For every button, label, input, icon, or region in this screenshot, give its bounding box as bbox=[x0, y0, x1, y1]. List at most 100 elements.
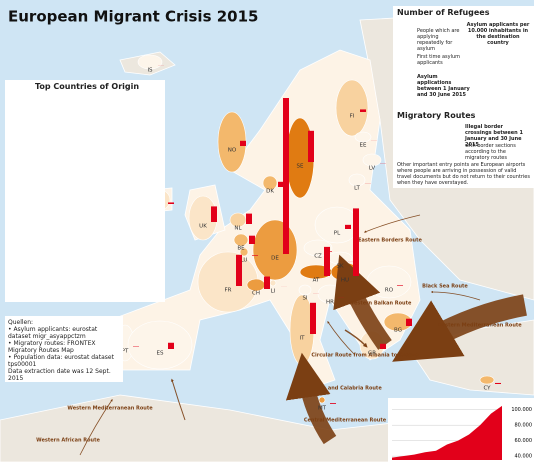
origin-panel: Top Countries of Origin bbox=[5, 80, 165, 302]
country-area bbox=[298, 284, 312, 296]
inset-area bbox=[392, 405, 502, 460]
country-code: SE bbox=[297, 164, 304, 170]
country-code: FI bbox=[350, 114, 355, 120]
route-arrow bbox=[344, 329, 368, 348]
country-code: EE bbox=[360, 143, 367, 149]
legend-text: Asylum applications between 1 January an… bbox=[417, 74, 470, 98]
title: European Migrant Crisis 2015 bbox=[8, 8, 258, 26]
country-code: ES bbox=[157, 351, 164, 357]
country-bar bbox=[236, 254, 242, 286]
country-bar bbox=[353, 208, 359, 276]
legend-text: People which are applying repeatedly for… bbox=[417, 28, 460, 52]
country-code: BE bbox=[237, 246, 245, 252]
route-label: Western African Route bbox=[36, 438, 100, 444]
country-code: LI bbox=[271, 289, 276, 295]
country-bar bbox=[249, 235, 255, 244]
inset-tick-label: 60.000 bbox=[515, 438, 533, 444]
route-label: Central Mediterranean Route bbox=[304, 418, 387, 424]
country-bar bbox=[310, 302, 316, 334]
country-area bbox=[314, 206, 360, 244]
route-label: Eastern Mediterranean Route bbox=[438, 323, 522, 329]
source-item: • Population data: eurostat dataset tps0… bbox=[8, 354, 114, 368]
country-code: BG bbox=[394, 328, 402, 334]
country-code: LV bbox=[369, 166, 375, 172]
country-code: IT bbox=[300, 336, 306, 342]
routes-desc: Illegal border crossings between 1 Janua… bbox=[465, 124, 523, 148]
country-area bbox=[252, 219, 298, 281]
route-label: Apulia and Calabria Route bbox=[308, 386, 382, 392]
country-code: LU bbox=[241, 258, 248, 264]
country-bar bbox=[380, 343, 386, 349]
country-code: NO bbox=[228, 148, 237, 154]
country-area bbox=[348, 173, 366, 187]
sources-heading: Quellen: bbox=[8, 319, 34, 326]
source-item: • Asylum applicants: eurostat dataset mi… bbox=[8, 326, 98, 340]
country-area bbox=[262, 175, 278, 191]
country-bar bbox=[168, 342, 174, 349]
country-code: PT bbox=[122, 349, 129, 355]
country-area bbox=[354, 131, 372, 143]
country-area bbox=[362, 153, 382, 167]
country-area bbox=[246, 278, 266, 292]
routes-sections: with border sections according to the mi… bbox=[465, 143, 516, 161]
country-code: CZ bbox=[314, 254, 322, 260]
route-label: Circular Route from Albania to Greece bbox=[311, 353, 419, 359]
sources: Quellen: • Asylum applicants: eurostat d… bbox=[8, 319, 120, 382]
route-arrow bbox=[170, 378, 186, 421]
country-code: GR bbox=[368, 351, 376, 357]
country-bar bbox=[308, 130, 314, 162]
country-code: CH bbox=[252, 291, 260, 297]
inset-tick-label: 80.000 bbox=[515, 423, 533, 429]
route-arrow bbox=[327, 321, 356, 356]
airport-note: Other important entry points are Europea… bbox=[397, 162, 530, 186]
country-area bbox=[327, 251, 353, 265]
country-area bbox=[239, 247, 249, 257]
country-bar bbox=[246, 213, 252, 224]
country-code: PL bbox=[334, 231, 341, 237]
country-area bbox=[318, 396, 326, 404]
country-area bbox=[335, 79, 369, 137]
country-code: LT bbox=[354, 186, 360, 192]
country-code: DK bbox=[266, 189, 274, 195]
country-code: SI bbox=[302, 296, 307, 302]
origin-title: Top Countries of Origin bbox=[35, 82, 140, 91]
route-arrow bbox=[333, 254, 392, 350]
sources-panel: Quellen: • Asylum applicants: eurostat d… bbox=[5, 316, 123, 382]
country-bar bbox=[252, 255, 258, 256]
routes-legend: Migratory Routes Illegal border crossing… bbox=[393, 110, 534, 188]
country-bar bbox=[495, 382, 501, 384]
country-code: MT bbox=[318, 406, 327, 412]
country-bar bbox=[278, 181, 284, 187]
inset-tick-label: 40.000 bbox=[515, 454, 533, 460]
source-item: • Migratory routes: FRONTEX Migratory Ro… bbox=[8, 340, 96, 354]
country-code: RO bbox=[385, 288, 394, 294]
country-area bbox=[137, 54, 163, 70]
rate-title: Asylum applicants per 10.000 inhabitants… bbox=[466, 22, 530, 46]
country-bar bbox=[283, 98, 289, 254]
country-bar bbox=[397, 285, 403, 286]
route-arrow bbox=[285, 352, 337, 445]
routes-title: Migratory Routes bbox=[397, 111, 476, 120]
route-arrow bbox=[363, 214, 421, 233]
country-bar bbox=[264, 276, 270, 289]
inset-tick-label: 100.000 bbox=[511, 407, 532, 413]
extraction-date: Data extraction date was 12 Sept. 2015 bbox=[8, 368, 111, 382]
country-bar bbox=[240, 140, 246, 146]
country-code: IS bbox=[147, 68, 153, 74]
country-bar bbox=[360, 109, 366, 112]
country-code: NL bbox=[234, 226, 242, 232]
route-arrow bbox=[430, 290, 481, 301]
country-area bbox=[269, 279, 277, 287]
country-code: SK bbox=[336, 264, 343, 270]
country-bar bbox=[330, 403, 336, 404]
route-label: Black Sea Route bbox=[422, 284, 468, 290]
legend-title: Number of Refugees bbox=[397, 8, 490, 17]
route-label: Eastern Borders Route bbox=[358, 238, 422, 244]
country-area bbox=[233, 233, 249, 247]
route-arrow bbox=[79, 399, 113, 456]
country-bar bbox=[211, 206, 217, 222]
country-code: HU bbox=[341, 278, 349, 284]
country-bar bbox=[345, 224, 351, 229]
route-arrow bbox=[392, 294, 528, 362]
